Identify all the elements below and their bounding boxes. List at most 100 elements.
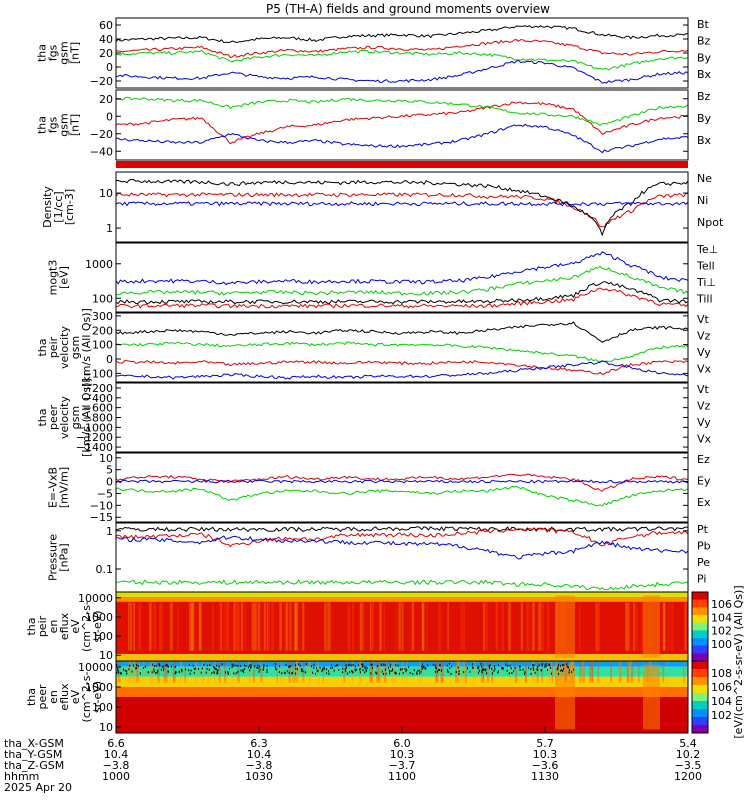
noise-dot (481, 670, 483, 673)
spectrogram-streak (684, 602, 687, 651)
noise-dot (193, 671, 195, 674)
ytick-label: −15 (90, 511, 113, 524)
noise-dot (286, 670, 288, 673)
spectrogram-streak (551, 661, 554, 683)
spectrogram-streak (292, 661, 295, 683)
noise-dot (167, 670, 169, 673)
noise-dot (144, 665, 146, 668)
colorbar-tick: 102 (711, 709, 732, 722)
legend-entry-Vz: Vz (697, 399, 711, 412)
spectrogram-streak (514, 661, 518, 683)
noise-dot (151, 663, 153, 666)
noise-dot (317, 670, 319, 673)
spectrogram-streak (233, 602, 237, 651)
spectrogram-streak (666, 661, 668, 683)
ytick-label: 0.1 (96, 563, 114, 576)
legend: Bt Bz By Bx (697, 18, 712, 81)
noise-dot (365, 669, 367, 672)
spectrogram-streak (526, 602, 529, 651)
spectrogram-streak (486, 661, 490, 683)
ylabel-line: tha (25, 688, 38, 706)
noise-dot (350, 670, 352, 673)
noise-dot (334, 664, 336, 667)
series-line-Vx (115, 360, 689, 380)
ytick-label: 0 (106, 476, 113, 489)
noise-dot (153, 664, 155, 667)
spectrogram-streak (232, 661, 234, 683)
noise-dot (450, 672, 452, 675)
noise-dot (137, 665, 139, 668)
xaxis-row-value: 6.3 (250, 737, 268, 750)
noise-dot (128, 668, 130, 671)
noise-dot (155, 664, 157, 667)
noise-dot (482, 668, 484, 671)
noise-dot (483, 668, 485, 671)
noise-dot (390, 663, 392, 666)
spectrogram-streak (223, 602, 226, 651)
noise-dot (214, 667, 216, 670)
noise-dot (502, 667, 504, 670)
spectrogram-streak (473, 661, 476, 683)
colorbar-tick: 104 (711, 695, 732, 708)
noise-dot (560, 669, 562, 672)
noise-dot (151, 671, 153, 674)
spectrogram-streak (483, 602, 485, 651)
spectrogram-streak (589, 661, 592, 683)
spectrogram-streak (184, 661, 187, 683)
noise-dot (514, 667, 516, 670)
noise-dot (530, 668, 532, 671)
xaxis-row-value: 10.3 (533, 748, 558, 761)
noise-dot (395, 672, 397, 675)
noise-dot (507, 664, 509, 667)
noise-dot (206, 667, 208, 670)
spectrogram-streak (264, 602, 267, 651)
noise-dot (133, 664, 135, 667)
ytick-label: −200 (83, 382, 113, 395)
spectrogram-streak (191, 602, 194, 651)
noise-dot (283, 671, 285, 674)
spectrogram-streak (671, 602, 674, 651)
legend-entry-Bz: Bz (697, 35, 711, 48)
noise-dot (494, 665, 496, 668)
colorbar-segment (692, 622, 708, 631)
spectrogram-streak (411, 602, 415, 651)
series-line-Ez (115, 473, 689, 492)
spectrogram-streak (684, 602, 688, 651)
spectrogram-streak (491, 661, 494, 683)
spectrogram-streak (438, 602, 441, 651)
spectrogram-streak (626, 661, 630, 683)
ylabel-line: peir (47, 336, 60, 358)
noise-dot (497, 664, 499, 667)
xaxis-row-value: 5.4 (679, 737, 697, 750)
noise-dot (257, 664, 259, 667)
noise-dot (556, 668, 558, 671)
spectrogram-streak (191, 602, 194, 651)
series-group (115, 178, 689, 237)
spectrogram-streak (253, 602, 257, 651)
noise-dot (544, 664, 546, 667)
noise-dot (298, 663, 300, 666)
panel-frame (115, 312, 689, 383)
spectrogram-streak (595, 602, 597, 651)
series-group (115, 321, 689, 380)
noise-dot (472, 666, 474, 669)
spectrogram-streak (422, 602, 424, 651)
legend-entry-Bx: Bx (697, 68, 712, 81)
spectrogram-streak (539, 602, 542, 651)
noise-dot (432, 663, 434, 666)
noise-dot (530, 672, 532, 675)
series-line-Pb (115, 527, 689, 548)
series-line-Vt (115, 321, 689, 343)
noise-dot (423, 666, 425, 669)
spectrogram-streak (378, 661, 381, 683)
noise-dot (323, 667, 325, 670)
noise-dot (434, 664, 436, 667)
noise-dot (364, 671, 366, 674)
noise-dot (563, 664, 565, 667)
series-line-Bz (115, 39, 689, 59)
legend-entry-Bt: Bt (697, 18, 710, 31)
noise-dot (263, 666, 265, 669)
noise-dot (188, 664, 190, 667)
noise-dot (258, 670, 260, 673)
